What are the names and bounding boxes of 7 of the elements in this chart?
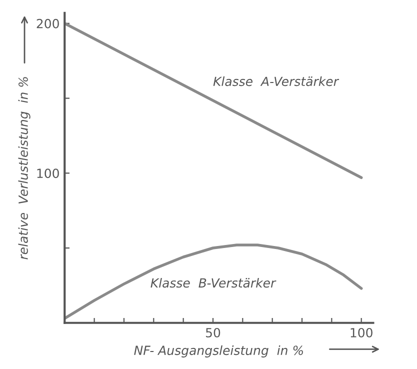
x-axis-title: NF- Ausgangsleistung in % bbox=[134, 345, 303, 358]
y-tick-label: 200 bbox=[36, 18, 59, 28]
line-series bbox=[64, 244, 363, 320]
x-tick-label: 50 bbox=[206, 328, 220, 338]
series-label: Klasse B-Verstärker bbox=[150, 278, 276, 288]
y-axis-title: relative Verlustleistung in % bbox=[18, 77, 30, 260]
series-label: Klasse A-Verstärker bbox=[213, 76, 340, 86]
